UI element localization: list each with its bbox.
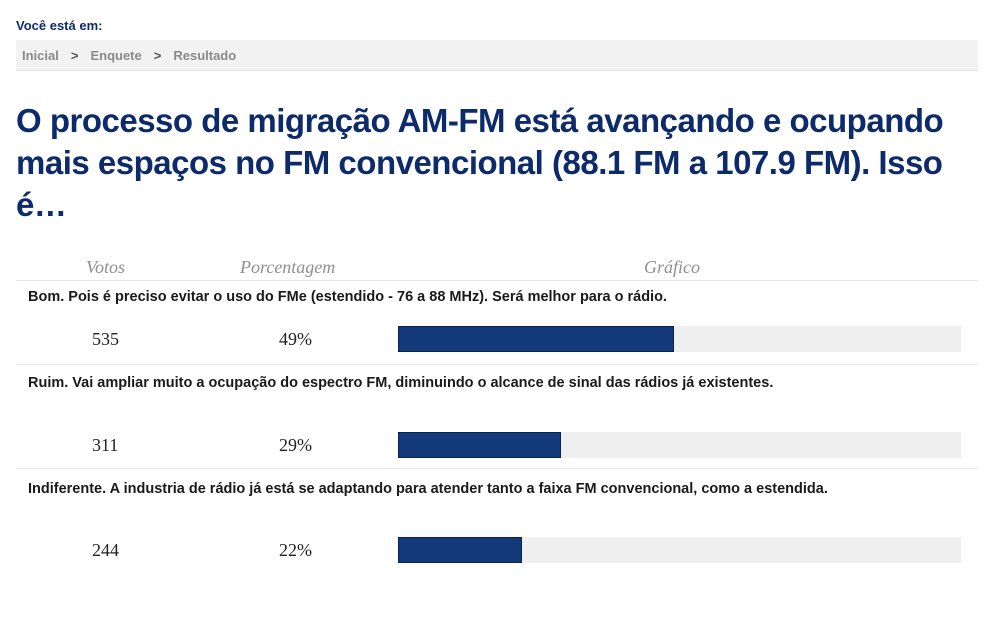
option-votes: 244 [92,540,119,560]
breadcrumb-separator: > [70,47,79,63]
option-percent: 49% [279,329,312,349]
breadcrumb: Inicial > Enquete > Resultado [16,40,978,71]
header-percent: Porcentagem [240,257,336,277]
option-votes: 535 [92,329,119,349]
option-label: Ruim. Vai ampliar muito a ocupação do es… [28,375,774,391]
header-votes: Votos [86,257,126,277]
results-header: Votos Porcentagem Gráfico [16,256,978,281]
option-divider [16,468,978,469]
option-label: Indiferente. A industria de rádio já est… [28,481,828,497]
option-bar-track [398,432,961,458]
header-chart: Gráfico [644,257,700,277]
option-percent: 29% [279,435,312,455]
option-bar-fill [398,537,522,563]
option-bar-track [398,326,961,352]
option-label: Bom. Pois é preciso evitar o uso do FMe … [28,289,667,305]
breadcrumb-item-inicial[interactable]: Inicial [22,47,59,63]
breadcrumb-separator: > [153,47,162,63]
option-votes: 311 [92,435,119,455]
option-percent: 22% [279,540,312,560]
breadcrumb-prefix: Você está em: [16,18,103,33]
breadcrumb-item-enquete[interactable]: Enquete [90,47,142,63]
option-bar-track [398,537,961,563]
option-bar-fill [398,326,674,352]
option-bar-fill [398,432,562,458]
breadcrumb-item-resultado: Resultado [173,47,237,63]
option-divider [16,364,978,365]
poll-question: O processo de migração AM-FM está avança… [16,102,944,223]
